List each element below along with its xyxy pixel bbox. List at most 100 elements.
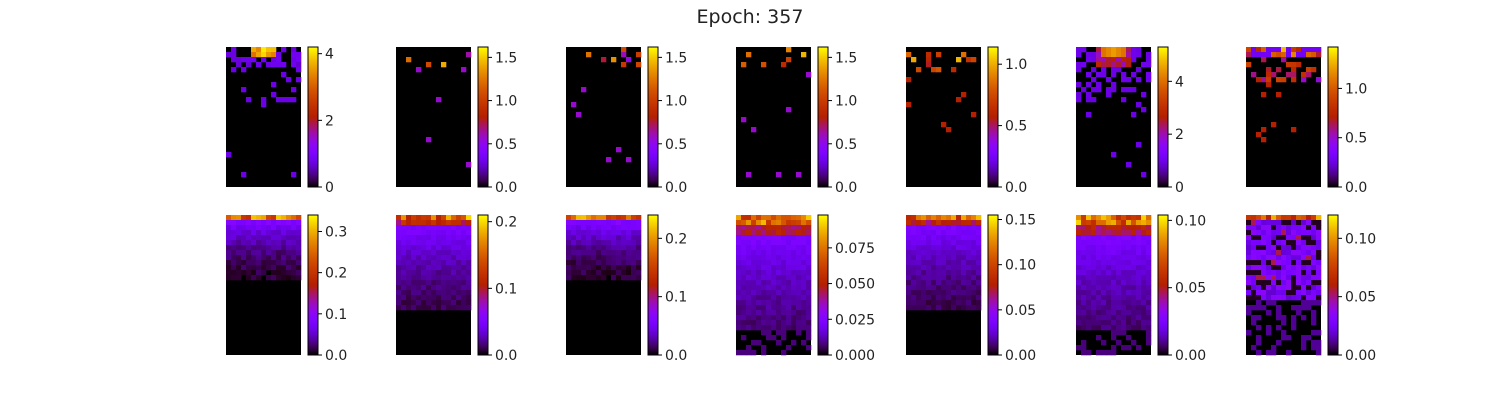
heatmap-cell — [1286, 255, 1292, 261]
heatmap-cell — [601, 250, 607, 256]
heatmap-cell — [766, 230, 772, 236]
heatmap-cell — [401, 300, 407, 306]
heatmap-cell — [296, 77, 302, 83]
heatmap-cell — [1096, 350, 1102, 356]
heatmap-cell — [1091, 250, 1097, 256]
heatmap-cell — [781, 275, 787, 281]
heatmap-cell — [741, 285, 747, 291]
heatmap-cell — [596, 220, 602, 226]
heatmap-cell — [1296, 285, 1302, 291]
heatmap-cell — [251, 255, 257, 261]
heatmap-cell — [1146, 57, 1152, 63]
heatmap-cell — [1131, 280, 1137, 286]
heatmap-cell — [226, 270, 232, 276]
heatmap-cell — [1121, 270, 1127, 276]
heatmap-cell — [416, 235, 422, 241]
heatmap-cell — [1081, 260, 1087, 266]
heatmap-cell — [246, 62, 252, 68]
heatmap-cell — [916, 215, 922, 221]
heatmap-cell — [916, 245, 922, 251]
heatmap-cell — [1251, 72, 1257, 78]
heatmap-cell — [1096, 285, 1102, 291]
heatmap-cell — [1251, 265, 1257, 271]
heatmap-cell — [1106, 305, 1112, 311]
heatmap-cell — [1116, 300, 1122, 306]
heatmap-cell — [806, 270, 812, 276]
heatmap-cell — [406, 220, 412, 226]
heatmap-cell — [966, 57, 972, 63]
heatmap-cell — [281, 47, 287, 53]
heatmap-cell — [1316, 225, 1322, 231]
heatmap-cell — [451, 295, 457, 301]
heatmap-cell — [766, 245, 772, 251]
heatmap-cell — [736, 290, 742, 296]
heatmap-cell — [1296, 220, 1302, 226]
colorbar-tick-label: 1.0 — [835, 94, 857, 110]
heatmap-cell — [921, 215, 927, 221]
heatmap-cell — [591, 275, 597, 281]
heatmap-cell — [776, 320, 782, 326]
heatmap-cell — [926, 265, 932, 271]
heatmap-cell — [441, 62, 447, 68]
heatmap-cell — [291, 47, 297, 53]
heatmap-cell — [791, 270, 797, 276]
heatmap-cell — [581, 245, 587, 251]
heatmap-cell — [261, 260, 267, 266]
heatmap-cell — [1271, 290, 1277, 296]
heatmap-cell — [246, 265, 252, 271]
heatmap-cell — [1096, 255, 1102, 261]
heatmap-cell — [776, 230, 782, 236]
heatmap-cell — [461, 215, 467, 221]
heatmap-cell — [786, 290, 792, 296]
colorbar-tick-label: 0.1 — [665, 290, 687, 306]
heatmap-cell — [411, 265, 417, 271]
heatmap-cell — [566, 260, 572, 266]
heatmap-cell — [1136, 290, 1142, 296]
heatmap-cell — [616, 245, 622, 251]
heatmap-cell — [1131, 235, 1137, 241]
heatmap-cell — [626, 235, 632, 241]
heatmap-cell — [616, 255, 622, 261]
heatmap-cell — [1251, 305, 1257, 311]
heatmap-cell — [1316, 300, 1322, 306]
heatmap-cell — [781, 220, 787, 226]
heatmap-cell — [1141, 300, 1147, 306]
heatmap-cell — [1116, 320, 1122, 326]
heatmap-cell — [946, 300, 952, 306]
heatmap-cell — [921, 295, 927, 301]
heatmap-cell — [1146, 320, 1152, 326]
heatmap-cell — [796, 310, 802, 316]
heatmap-cell — [421, 280, 427, 286]
heatmap-cell — [241, 87, 247, 93]
heatmap-cell — [1116, 47, 1122, 53]
heatmap-cell — [1286, 275, 1292, 281]
heatmap-cell — [296, 270, 302, 276]
heatmap-cell — [1306, 265, 1312, 271]
heatmap-cell — [1111, 52, 1117, 58]
heatmap-cell — [1101, 230, 1107, 236]
heatmap-cell — [1146, 72, 1152, 78]
heatmap-cell — [946, 265, 952, 271]
heatmap-cell — [456, 255, 462, 261]
heatmap-cell — [976, 275, 982, 281]
heatmap-cell — [1146, 235, 1152, 241]
heatmap-cell — [1266, 280, 1272, 286]
heatmap-cell — [746, 172, 752, 178]
heatmap-cell — [1311, 230, 1317, 236]
heatmap-cell — [771, 265, 777, 271]
heatmap-cell — [281, 230, 287, 236]
heatmap-cell — [296, 230, 302, 236]
heatmap-cell — [606, 250, 612, 256]
heatmap-cell — [1271, 235, 1277, 241]
heatmap-cell — [456, 225, 462, 231]
heatmap-cell — [1291, 240, 1297, 246]
heatmap-cell — [771, 270, 777, 276]
colorbar-tick-label: 0.10 — [1005, 258, 1036, 274]
heatmap-cell — [971, 245, 977, 251]
heatmap-cell — [921, 285, 927, 291]
heatmap-cell — [1121, 255, 1127, 261]
heatmap-cell — [751, 300, 757, 306]
heatmap-cell — [271, 215, 277, 221]
heatmap-cell — [1301, 215, 1307, 221]
heatmap-cell — [1106, 225, 1112, 231]
